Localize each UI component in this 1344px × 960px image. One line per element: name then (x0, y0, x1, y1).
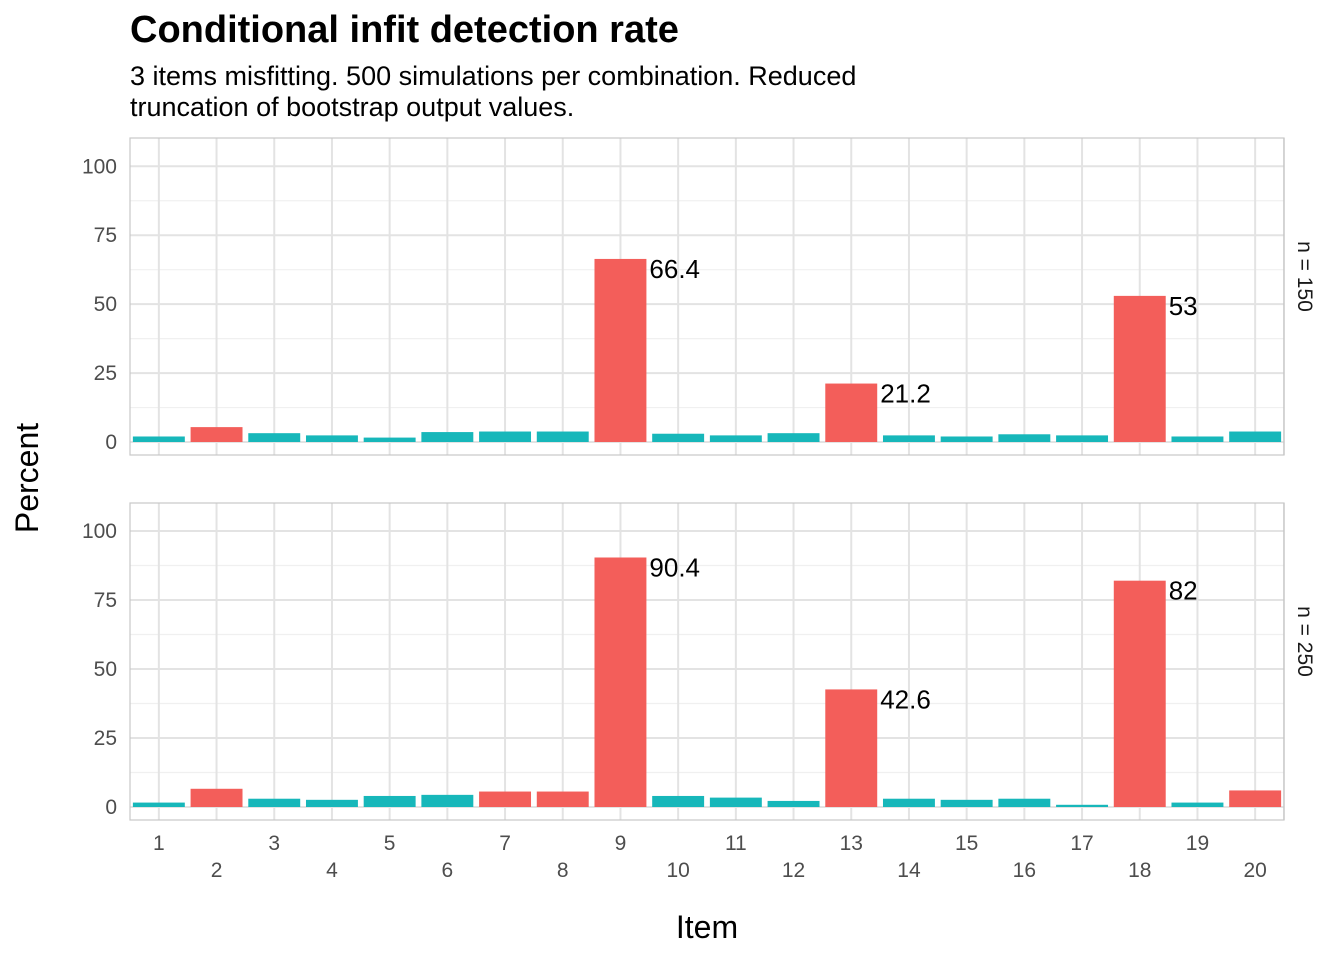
x-tick-label: 19 (1186, 832, 1209, 855)
facet-strip-label: n = 150 (1293, 241, 1316, 312)
bar-1 (132, 802, 185, 807)
bar-7 (479, 431, 532, 442)
bar-5 (363, 437, 416, 442)
x-tick-label: 15 (955, 832, 978, 855)
bar-6 (421, 794, 474, 807)
bar-7 (479, 791, 532, 807)
y-tick-label: 100 (82, 520, 117, 543)
x-tick-label: 12 (782, 859, 805, 882)
x-tick-label: 18 (1128, 859, 1151, 882)
bar-18 (1113, 295, 1166, 442)
bar-9 (594, 557, 647, 807)
bar-17 (1056, 435, 1109, 442)
x-tick-label: 6 (442, 859, 454, 882)
bar-2 (190, 788, 243, 807)
y-axis-title: Percent (9, 423, 45, 533)
x-tick-label: 11 (725, 832, 747, 855)
data-label: 53 (1169, 291, 1198, 321)
facet-strip (1284, 503, 1320, 820)
bar-13 (825, 383, 878, 442)
panel-1: 0 25 50 75 100 66.4 21.2 53 n = 150 (82, 137, 1320, 456)
facet-strip (1284, 138, 1320, 455)
x-tick-label: 20 (1243, 859, 1266, 882)
bar-8 (536, 791, 589, 807)
bar-13 (825, 689, 878, 807)
y-tick-label: 0 (105, 796, 117, 819)
bar-11 (709, 435, 762, 442)
bar-4 (305, 799, 358, 807)
y-tick-label: 25 (94, 727, 117, 750)
chart-title: Conditional infit detection rate (130, 9, 679, 51)
y-tick-label: 50 (94, 658, 117, 681)
panel-background (130, 503, 1284, 820)
panel-background (130, 138, 1284, 455)
bar-16 (998, 434, 1051, 442)
bar-17 (1056, 804, 1109, 807)
bar-3 (248, 433, 301, 442)
chart-subtitle-line-2: truncation of bootstrap output values. (130, 92, 574, 122)
x-tick-label: 17 (1070, 832, 1093, 855)
panel-2: 0 25 50 75 100 90.4 42.6 82 n = 250 (82, 502, 1320, 821)
bar-6 (421, 432, 474, 442)
x-axis-title: Item (676, 909, 738, 945)
x-tick-label: 5 (384, 832, 396, 855)
data-label: 90.4 (649, 552, 700, 582)
bar-19 (1171, 436, 1224, 442)
bar-3 (248, 798, 301, 807)
x-tick-label: 2 (211, 859, 223, 882)
bar-9 (594, 258, 647, 442)
bar-20 (1229, 431, 1282, 442)
x-tick-label: 9 (615, 832, 627, 855)
x-tick-label: 13 (840, 832, 863, 855)
bar-4 (305, 435, 358, 442)
y-tick-label: 25 (94, 362, 117, 385)
bar-20 (1229, 790, 1282, 807)
y-tick-label: 0 (105, 431, 117, 454)
bar-5 (363, 795, 416, 807)
y-tick-label: 50 (94, 293, 117, 316)
x-tick-label: 1 (153, 832, 165, 855)
y-tick-label: 75 (94, 589, 117, 612)
x-tick-label: 16 (1013, 859, 1036, 882)
bar-2 (190, 427, 243, 442)
x-tick-label: 10 (666, 859, 689, 882)
bar-16 (998, 798, 1051, 807)
bar-14 (882, 798, 935, 807)
bar-10 (652, 795, 705, 807)
bar-1 (132, 436, 185, 442)
x-tick-label: 14 (897, 859, 921, 882)
bar-15 (940, 436, 993, 442)
x-tick-label: 7 (499, 832, 511, 855)
bar-14 (882, 435, 935, 442)
y-tick-label: 75 (94, 224, 117, 247)
bar-10 (652, 433, 705, 442)
x-tick-label: 4 (326, 859, 338, 882)
chart-subtitle-line-1: 3 items misfitting. 500 simulations per … (130, 61, 856, 91)
facet-strip-label: n = 250 (1293, 606, 1316, 677)
data-label: 82 (1169, 576, 1198, 606)
bar-12 (767, 433, 820, 442)
bar-15 (940, 799, 993, 807)
data-label: 66.4 (649, 254, 700, 284)
bar-18 (1113, 580, 1166, 807)
bar-11 (709, 797, 762, 807)
x-tick-label: 8 (557, 859, 569, 882)
x-tick-label: 3 (268, 832, 280, 855)
bar-8 (536, 431, 589, 442)
data-label: 21.2 (880, 379, 931, 409)
bar-12 (767, 800, 820, 807)
bar-19 (1171, 802, 1224, 807)
y-tick-label: 100 (82, 155, 117, 178)
data-label: 42.6 (880, 684, 931, 714)
